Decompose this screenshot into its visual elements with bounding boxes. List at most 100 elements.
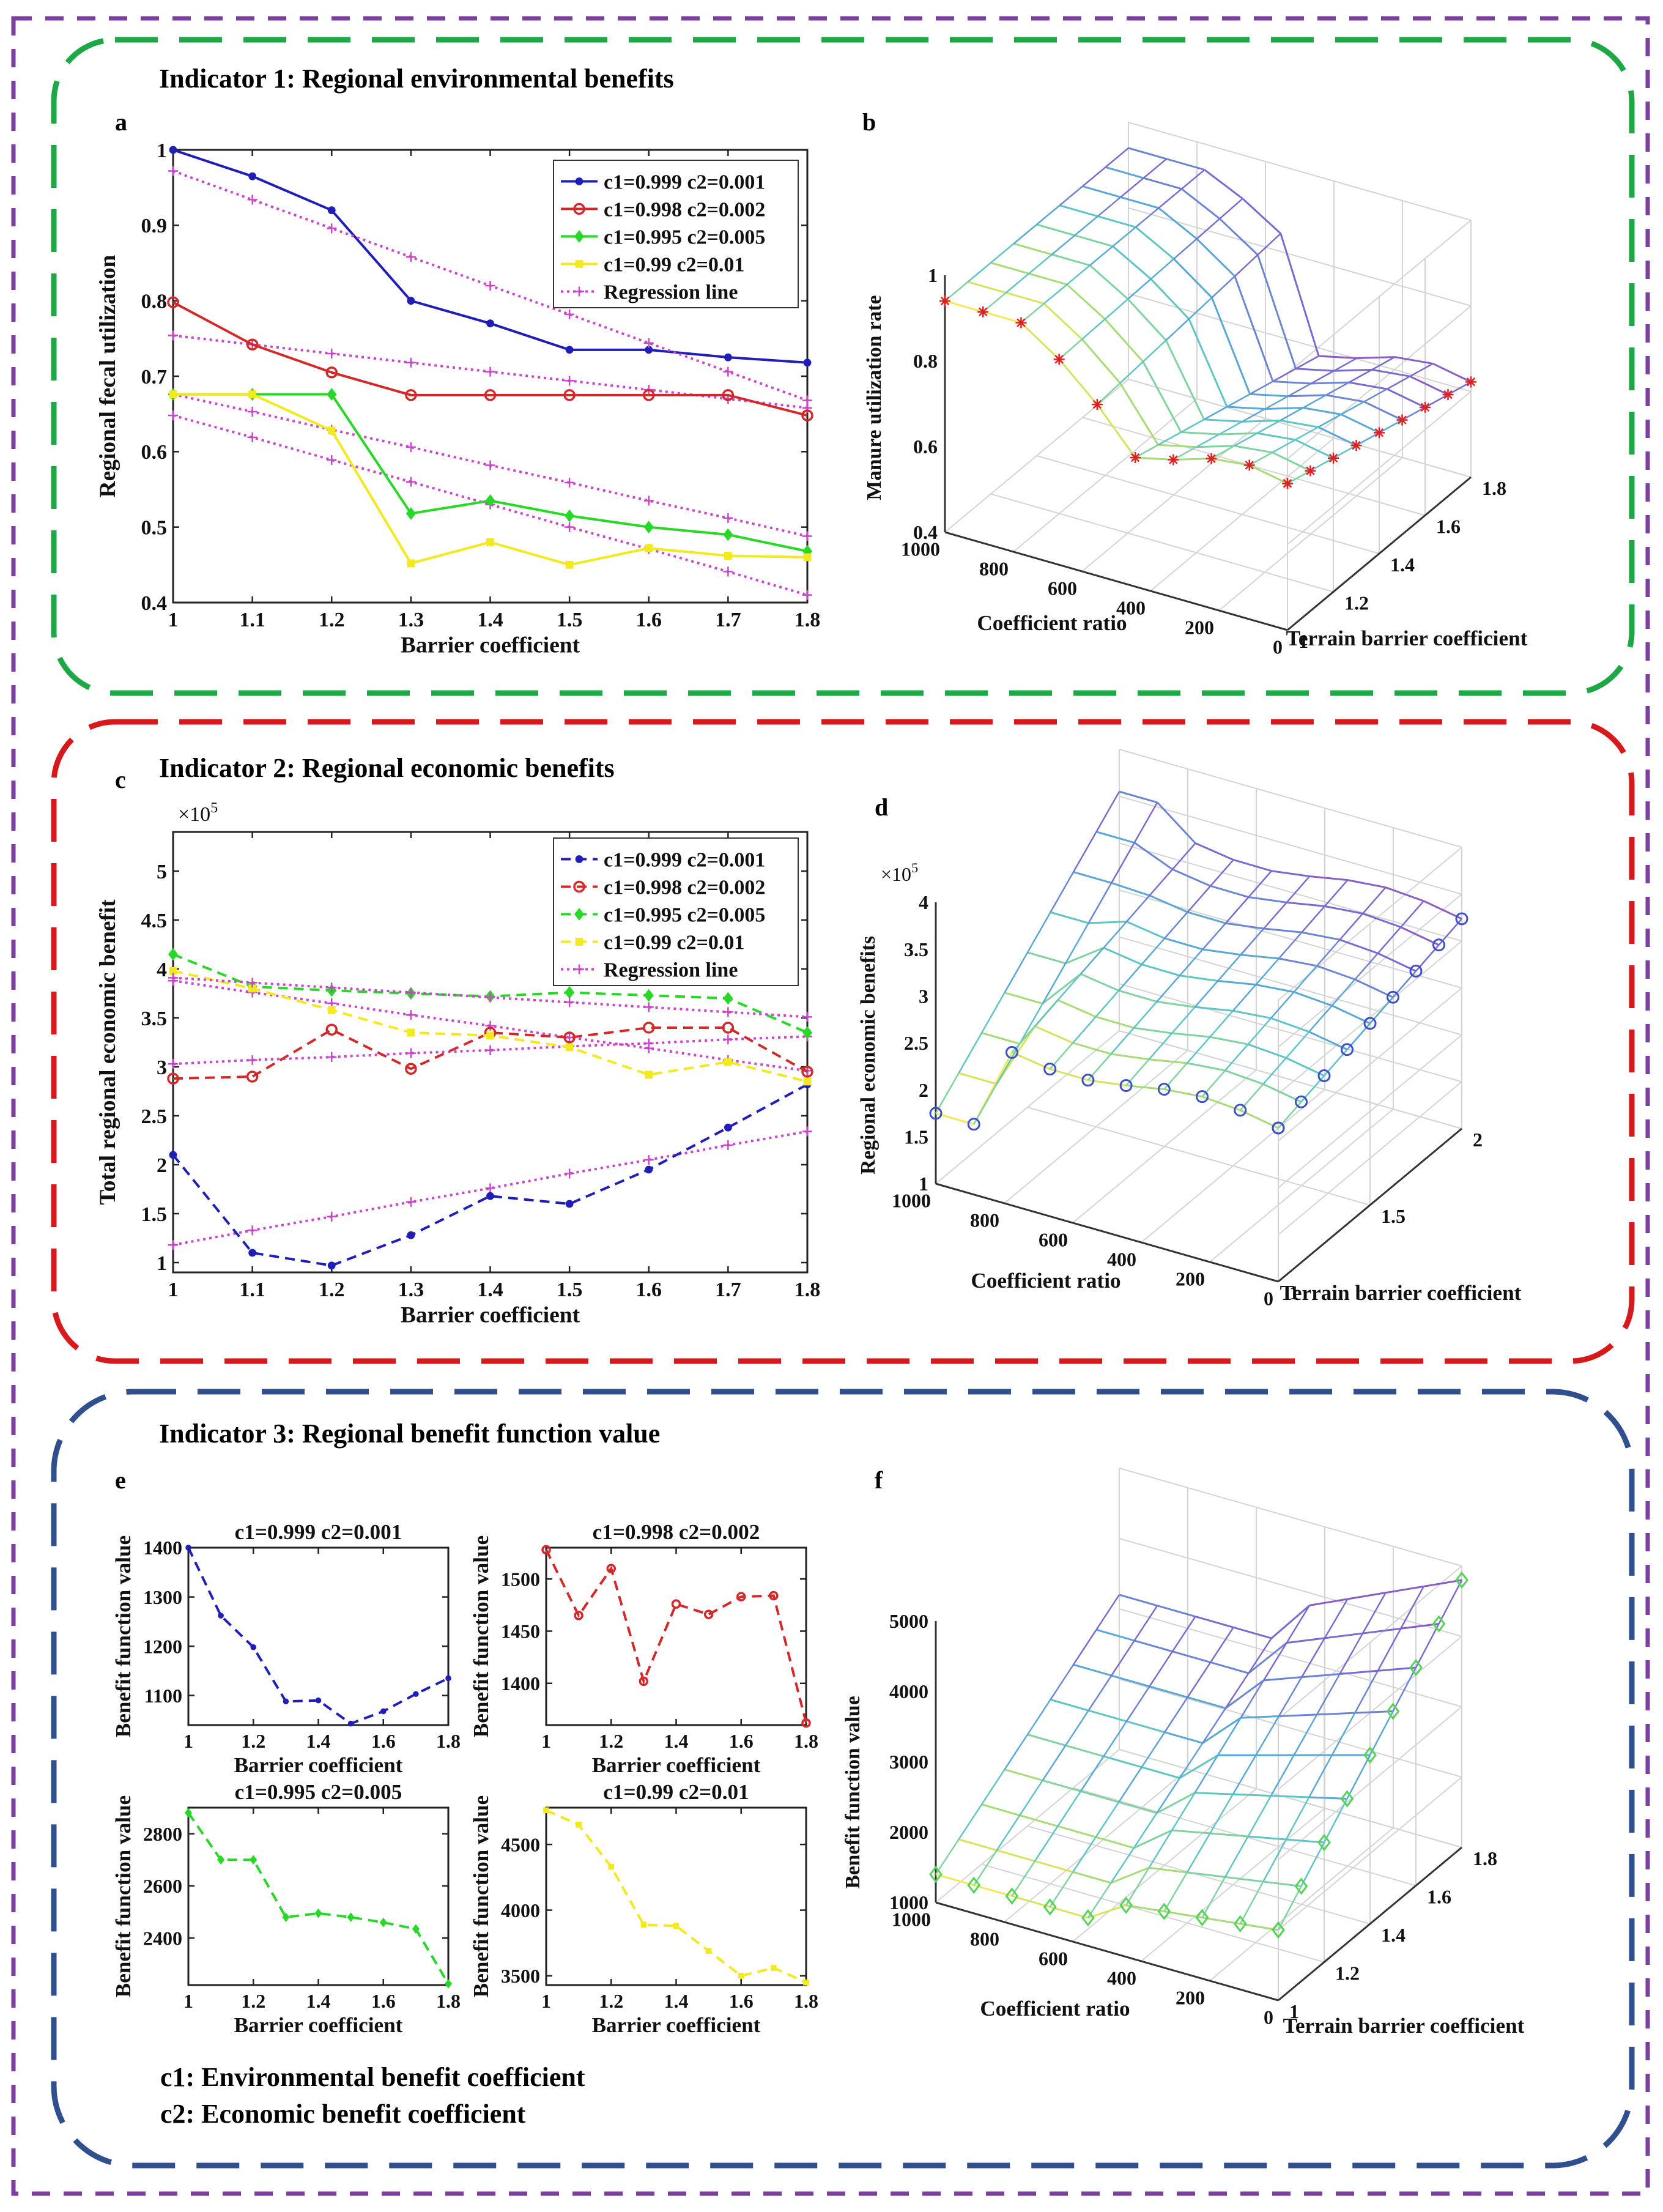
data-point	[248, 1249, 257, 1257]
surface-line	[996, 1814, 1021, 1851]
surface-line	[1400, 1586, 1424, 1629]
panel-label-c: c	[115, 766, 126, 793]
legend-box	[553, 160, 799, 308]
surface-line	[1293, 1714, 1318, 1756]
surface-line	[981, 1803, 1020, 1816]
section-3-title: Indicator 3: Regional benefit function v…	[159, 1419, 660, 1449]
legend-label: c1=0.99 c2=0.01	[604, 931, 744, 954]
y-tick-label: 0.7	[141, 366, 168, 388]
x-tick-label: 1000	[901, 538, 940, 560]
y-axis-label: Benefit function value	[111, 1535, 135, 1737]
data-point	[736, 1592, 746, 1601]
surface-line	[1202, 1917, 1241, 1925]
y-tick-label: 1.2	[1344, 592, 1369, 614]
surface-line	[1270, 1795, 1309, 1798]
z-axis-label: Benefit function value	[842, 1696, 864, 1888]
data-point	[1043, 1063, 1057, 1076]
surface-line	[1036, 204, 1061, 225]
surface-line	[1204, 406, 1228, 420]
surface-line	[1385, 886, 1424, 902]
surface-line	[1163, 1872, 1188, 1912]
surface-line	[1309, 1598, 1348, 1606]
surface-line	[1202, 1707, 1226, 1744]
data-point	[1081, 1909, 1095, 1927]
surface-line	[1095, 1594, 1120, 1630]
surface-line	[1204, 418, 1242, 423]
surface-line	[1072, 1016, 1097, 1044]
surface-line	[1133, 842, 1173, 870]
surface-line	[1210, 1832, 1248, 1838]
data-point	[1455, 912, 1469, 926]
x-tick-label: 1.2	[599, 1990, 623, 2012]
section-1-title: Indicator 1: Regional environmental bene…	[159, 64, 674, 94]
x-tick-label: 1.2	[241, 1990, 265, 2012]
surface-line	[1065, 1744, 1104, 1757]
x-tick-label: 400	[1107, 1248, 1136, 1270]
surface-line	[1050, 871, 1075, 913]
data-point	[1005, 1045, 1018, 1059]
y-tick-label: 1	[1289, 1282, 1299, 1304]
data-point	[327, 206, 336, 215]
surface-line	[1210, 445, 1235, 459]
surface-line	[1128, 147, 1167, 160]
data-point	[485, 494, 495, 507]
surface-line	[1316, 1712, 1355, 1716]
surface-line	[1196, 433, 1220, 448]
surface-line	[1158, 188, 1182, 209]
data-point	[1386, 1702, 1400, 1720]
data-point	[486, 1031, 494, 1040]
surface-line	[1302, 931, 1340, 941]
y-tick-label: 0.9	[141, 215, 168, 237]
data-point	[565, 986, 575, 999]
surface-line	[1385, 1585, 1424, 1594]
surface-line	[1118, 963, 1143, 992]
surface-line	[1171, 1829, 1210, 1835]
z-tick-label: 3000	[889, 1751, 928, 1773]
subplot-title: c1=0.995 c2=0.005	[235, 1780, 402, 1804]
surface-line	[1096, 404, 1136, 458]
surface-line	[1317, 426, 1357, 447]
y-axis-label: Regional fecal utilization	[95, 254, 120, 497]
series-line-0	[545, 1549, 807, 1724]
y-tick-label: 1.5	[1381, 1205, 1406, 1227]
surface-line	[1339, 913, 1363, 940]
series-line-1	[172, 301, 808, 417]
surface-line	[1095, 1836, 1135, 1849]
surface-line	[1286, 1838, 1325, 1844]
surface-line	[1181, 188, 1221, 220]
surface-line	[1133, 802, 1158, 844]
surface-line	[1149, 1866, 1188, 1874]
surface-line	[1186, 1833, 1211, 1873]
surface-line	[1042, 963, 1067, 1004]
surface-line	[1333, 357, 1357, 372]
data-point	[407, 559, 415, 568]
surface-line	[1120, 177, 1144, 198]
y-axis-label: Terrain barrier coefficient	[1280, 1281, 1522, 1305]
grid-line	[1128, 122, 1472, 221]
y-tick-label: 4000	[501, 1899, 540, 1921]
surface-line	[958, 1032, 983, 1074]
surface-line	[1103, 921, 1127, 949]
data-point	[248, 172, 257, 180]
surface-line	[1339, 1633, 1364, 1675]
surface-line	[1270, 991, 1295, 1019]
surface-line	[1112, 245, 1152, 280]
surface-line	[1263, 1676, 1302, 1682]
data-point	[645, 1071, 653, 1079]
surface-line	[1240, 1715, 1279, 1719]
surface-line	[1272, 439, 1296, 453]
surface-line	[1270, 1017, 1309, 1033]
surface-line	[1164, 1910, 1202, 1919]
surface-line	[1262, 1057, 1287, 1085]
surface-line	[968, 281, 1007, 294]
legend-label: c1=0.995 c2=0.005	[604, 904, 765, 926]
surface-line	[1301, 1638, 1325, 1678]
surface-line	[1224, 1836, 1249, 1878]
grid-line	[990, 493, 1334, 593]
surface-line	[1050, 911, 1089, 924]
x-tick-label: 800	[970, 1209, 999, 1231]
surface-line	[1316, 1673, 1341, 1715]
grid-line	[1128, 207, 1472, 306]
surface-line	[1082, 166, 1106, 187]
surface-line	[1325, 394, 1365, 403]
